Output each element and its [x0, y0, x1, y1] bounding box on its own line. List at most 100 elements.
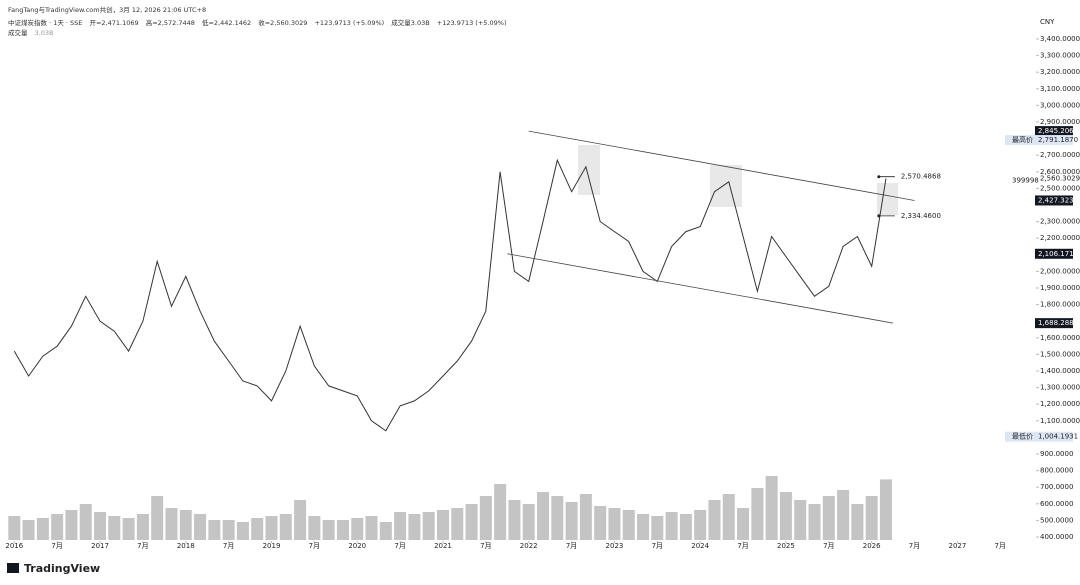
- x-tick-label: 2017: [91, 542, 109, 550]
- range-mark-label: 2,334.4600: [901, 212, 941, 220]
- price-badge: [1035, 195, 1073, 206]
- volume-bar: [408, 514, 421, 540]
- volume-bar: [808, 504, 821, 540]
- trendline: [507, 253, 894, 324]
- x-tick-label: 7月: [480, 542, 491, 550]
- y-tick-label: 1,200.0000: [1040, 400, 1080, 408]
- price-badge: [1035, 318, 1073, 329]
- x-tick-label: 7月: [394, 542, 405, 550]
- x-tick-label: 7月: [309, 542, 320, 550]
- y-tick-label: 2,900.0000: [1040, 118, 1080, 126]
- y-tick-label: 900.0000: [1040, 450, 1073, 458]
- volume-bar: [579, 494, 592, 540]
- price-badge-label: 1,688.2884: [1038, 319, 1079, 327]
- range-mark-label: 2,570.4868: [901, 173, 941, 181]
- volume-bar: [36, 518, 49, 540]
- volume-bar: [479, 496, 492, 540]
- countdown: 399998: [1012, 176, 1039, 184]
- volume-bar: [365, 516, 378, 540]
- volume-bar: [865, 496, 878, 540]
- volume-bar: [637, 514, 650, 540]
- y-tick-label: 1,500.0000: [1040, 350, 1080, 358]
- volume-bar: [108, 516, 121, 540]
- volume-bar: [51, 514, 64, 540]
- x-tick-label: 7月: [51, 542, 62, 550]
- y-tick-label: 1,400.0000: [1040, 367, 1080, 375]
- volume-bar: [422, 512, 435, 540]
- volume-bar: [879, 479, 892, 540]
- low-badge: [1005, 431, 1073, 442]
- y-tick-label: 1,900.0000: [1040, 284, 1080, 292]
- trendline: [528, 130, 915, 201]
- volume-bar: [608, 508, 621, 540]
- volume-bar: [822, 496, 835, 540]
- high-badge: [1005, 135, 1073, 146]
- price-badge-label: 2,427.3230: [1038, 196, 1078, 204]
- y-tick-label: 3,000.0000: [1040, 101, 1080, 109]
- x-tick-label: 7月: [737, 542, 748, 550]
- volume: 成交量3.03B: [391, 19, 430, 27]
- x-tick-label: 2020: [348, 542, 366, 550]
- volume-bar: [394, 512, 407, 540]
- volume-value: 3.03B: [34, 29, 54, 37]
- low-value: 1,004.1931: [1038, 433, 1078, 441]
- x-tick-label: 7月: [566, 542, 577, 550]
- x-tick-label: 2024: [691, 542, 709, 550]
- volume-bar: [265, 516, 278, 540]
- volume-bar: [851, 504, 864, 540]
- volume-bar: [94, 512, 107, 540]
- x-tick-label: 2022: [520, 542, 538, 550]
- price-badge: [1035, 248, 1073, 259]
- range-dot: [877, 175, 881, 179]
- y-tick-label: 1,800.0000: [1040, 301, 1080, 309]
- volume-bar: [537, 492, 550, 540]
- volume-bar: [594, 506, 607, 540]
- volume-bar: [208, 520, 221, 540]
- volume-bar: [222, 520, 235, 540]
- volume-bar: [22, 520, 35, 540]
- change: +123.9713 (+5.09%): [314, 19, 385, 27]
- volume-bar: [522, 504, 535, 540]
- change: +123.9713 (+5.09%): [436, 19, 507, 27]
- x-tick-label: 2019: [263, 542, 281, 550]
- y-tick-label: 500.0000: [1040, 516, 1073, 524]
- ohlc: 开=2,471.1069: [89, 19, 139, 27]
- y-tick-label: 2,700.0000: [1040, 151, 1080, 159]
- volume-bar: [465, 504, 478, 540]
- ohlc: 高=2,572.7448: [145, 19, 195, 27]
- volume-bar: [8, 516, 21, 540]
- highlight-box: [877, 183, 898, 215]
- logo-icon: [7, 563, 19, 573]
- y-tick-label: 3,300.0000: [1040, 52, 1080, 60]
- volume-bar: [494, 484, 507, 540]
- y-tick-label: 3,100.0000: [1040, 85, 1080, 93]
- volume-bar: [65, 510, 78, 540]
- volume-bar: [837, 490, 850, 540]
- volume-bar: [708, 500, 721, 540]
- y-tick-label: 2,500.0000: [1040, 184, 1080, 192]
- volume-bar: [765, 476, 778, 540]
- volume-bar: [165, 508, 178, 540]
- volume-bar: [694, 510, 707, 540]
- y-tick-label: 2,600.0000: [1040, 168, 1080, 176]
- ohlc: 收=2,560.3029: [258, 19, 308, 27]
- x-tick-label: 2016: [5, 542, 23, 550]
- volume-bar: [236, 522, 249, 540]
- volume-bar: [194, 514, 207, 540]
- low-label: 最低价: [1012, 432, 1033, 441]
- x-tick-label: 7月: [137, 542, 148, 550]
- volume-bar: [436, 510, 449, 540]
- y-tick-label: 1,100.0000: [1040, 417, 1080, 425]
- y-tick-label: 700.0000: [1040, 483, 1073, 491]
- volume-bar: [722, 494, 735, 540]
- volume-bar: [551, 496, 564, 540]
- volume-bar: [136, 514, 149, 540]
- y-tick-label: 800.0000: [1040, 467, 1073, 475]
- y-tick-label: 400.0000: [1040, 533, 1073, 541]
- attribution: FangTang与TradingView.com共创，3月 12, 2026 2…: [8, 6, 207, 14]
- volume-label: 成交量: [8, 29, 28, 37]
- price-badge-label: 2,845.2065: [1038, 127, 1078, 135]
- volume-bar: [565, 502, 578, 540]
- price-badge: [1035, 126, 1073, 137]
